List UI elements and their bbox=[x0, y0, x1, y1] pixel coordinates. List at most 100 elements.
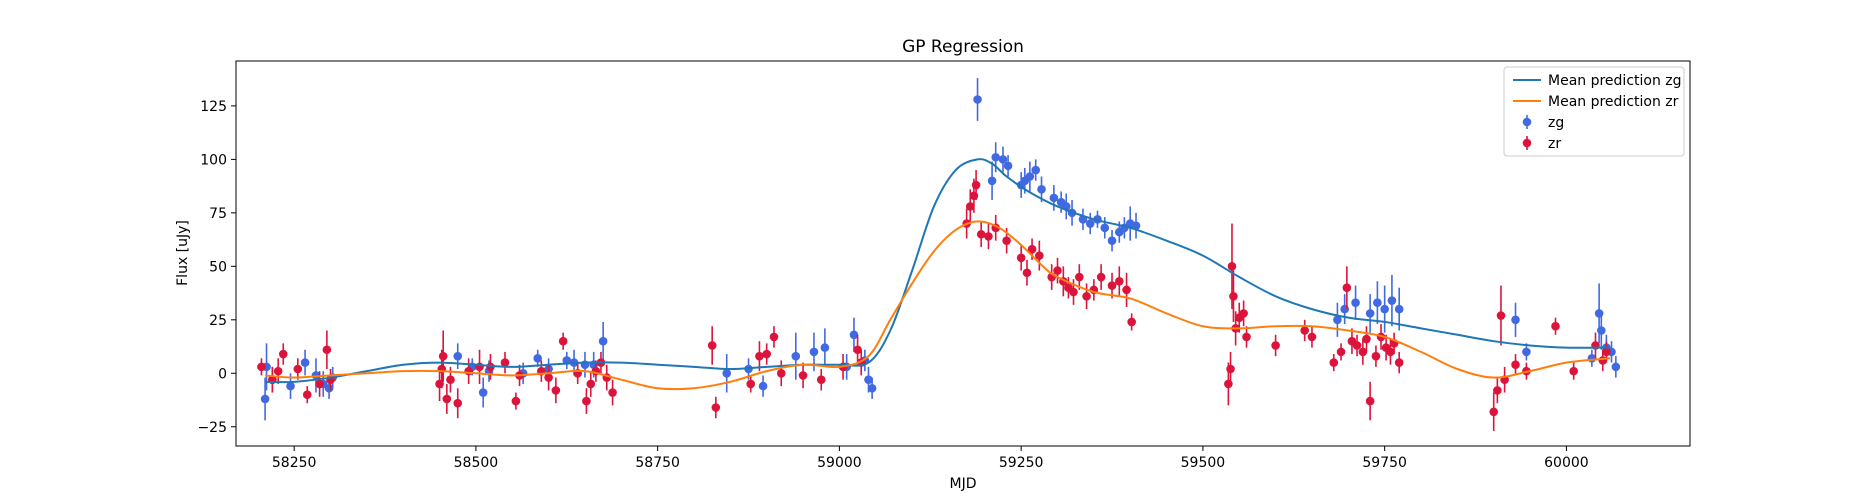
point-zr bbox=[1342, 283, 1352, 293]
point-zg bbox=[1511, 315, 1520, 325]
point-zr bbox=[1002, 236, 1011, 245]
point-zr bbox=[1242, 332, 1251, 342]
point-zr bbox=[551, 386, 561, 395]
point-zr bbox=[1358, 347, 1368, 357]
point-zg bbox=[1025, 172, 1035, 181]
point-zr bbox=[707, 341, 717, 350]
point-zg bbox=[758, 381, 768, 391]
point-zr bbox=[1115, 277, 1124, 286]
x-tick-label: 58750 bbox=[635, 455, 680, 471]
point-zr bbox=[1551, 321, 1560, 331]
point-zg bbox=[987, 176, 997, 186]
point-zr bbox=[711, 403, 721, 412]
x-tick-label: 60000 bbox=[1544, 455, 1589, 471]
x-tick-label: 59500 bbox=[1181, 455, 1226, 471]
point-zr bbox=[776, 368, 786, 378]
y-axis: −25 0 25 50 75 100 125 bbox=[197, 99, 236, 436]
line-mean-prediction-zg bbox=[265, 158, 1611, 384]
point-zr bbox=[1096, 272, 1106, 282]
point-zr bbox=[464, 366, 473, 376]
point-zg bbox=[1003, 161, 1013, 171]
point-zr bbox=[438, 351, 448, 361]
point-zg bbox=[849, 330, 859, 340]
x-tick-label: 59000 bbox=[817, 455, 862, 471]
point-zg bbox=[973, 95, 982, 104]
y-tick-label: 100 bbox=[200, 152, 227, 168]
point-zr bbox=[1352, 341, 1362, 350]
point-zr bbox=[1489, 407, 1499, 417]
x-axis: 58250 58500 58750 59000 59250 59500 59750 60000 bbox=[272, 446, 1589, 471]
point-zr bbox=[1307, 332, 1317, 342]
point-zr bbox=[1224, 379, 1233, 389]
point-zg bbox=[533, 354, 543, 363]
point-zr bbox=[1493, 386, 1502, 395]
point-zr bbox=[1271, 341, 1280, 350]
legend-marker-swatch bbox=[1522, 138, 1532, 148]
point-zr bbox=[511, 396, 521, 406]
legend-item: Mean prediction zg bbox=[1513, 73, 1682, 89]
point-zr bbox=[278, 349, 288, 359]
point-zg bbox=[1597, 326, 1606, 335]
point-zr bbox=[558, 336, 568, 346]
point-zr bbox=[971, 180, 981, 190]
point-zr bbox=[1329, 358, 1339, 367]
point-zr bbox=[273, 366, 283, 376]
y-tick-label: 0 bbox=[218, 366, 227, 382]
point-zg bbox=[1333, 315, 1342, 325]
point-zr bbox=[816, 375, 826, 384]
point-zr bbox=[1027, 244, 1037, 254]
point-zr bbox=[1602, 347, 1611, 357]
point-zr bbox=[1496, 311, 1506, 320]
point-zr bbox=[446, 375, 455, 384]
plot-frame bbox=[235, 60, 1691, 447]
point-zr bbox=[453, 398, 463, 408]
legend-item: Mean prediction zr bbox=[1513, 94, 1679, 110]
point-zg bbox=[1131, 221, 1141, 230]
point-zr bbox=[257, 362, 266, 372]
point-zr bbox=[965, 202, 975, 211]
legend-label: Mean prediction zr bbox=[1548, 94, 1679, 110]
point-zr bbox=[322, 345, 332, 355]
x-tick-label: 58500 bbox=[454, 455, 499, 471]
point-zr bbox=[1035, 251, 1044, 260]
y-tick-label: 50 bbox=[209, 259, 227, 275]
point-zg bbox=[1351, 298, 1360, 307]
point-zr bbox=[1227, 262, 1237, 271]
point-zr bbox=[1239, 309, 1248, 318]
point-zr bbox=[586, 379, 596, 389]
point-zg bbox=[286, 381, 295, 391]
legend-marker-swatch bbox=[1522, 117, 1532, 127]
point-zg bbox=[864, 375, 873, 384]
point-zr bbox=[302, 390, 312, 399]
point-zg bbox=[1107, 236, 1117, 245]
point-zr bbox=[1229, 291, 1238, 301]
y-axis-label: Flux [uJy] bbox=[175, 220, 191, 286]
point-zg bbox=[1380, 304, 1389, 314]
point-zr bbox=[1371, 351, 1381, 361]
point-zr bbox=[1300, 326, 1309, 335]
point-zr bbox=[1075, 272, 1084, 282]
legend-label: zg bbox=[1548, 115, 1564, 131]
point-zg bbox=[598, 336, 608, 346]
point-zg bbox=[1365, 309, 1375, 318]
point-zr bbox=[1386, 347, 1395, 357]
point-zg bbox=[820, 343, 830, 352]
point-zg bbox=[991, 152, 1001, 162]
point-zr bbox=[315, 379, 324, 389]
point-zr bbox=[762, 349, 772, 359]
legend-item: zg bbox=[1522, 115, 1564, 131]
point-zr bbox=[1394, 358, 1404, 367]
point-zr bbox=[1365, 396, 1375, 406]
point-zr bbox=[1107, 281, 1117, 290]
legend-item: zr bbox=[1522, 136, 1561, 152]
x-tick-label: 58250 bbox=[272, 455, 317, 471]
legend: Mean prediction zg Mean prediction zr zg zr bbox=[1503, 66, 1685, 157]
legend-box bbox=[1503, 66, 1685, 157]
point-zg bbox=[1394, 304, 1404, 314]
point-zg bbox=[453, 351, 463, 361]
point-zr bbox=[798, 371, 808, 380]
point-zr bbox=[984, 232, 993, 241]
point-zr bbox=[1336, 347, 1346, 357]
point-zr bbox=[969, 191, 979, 201]
point-zr bbox=[1053, 266, 1062, 275]
